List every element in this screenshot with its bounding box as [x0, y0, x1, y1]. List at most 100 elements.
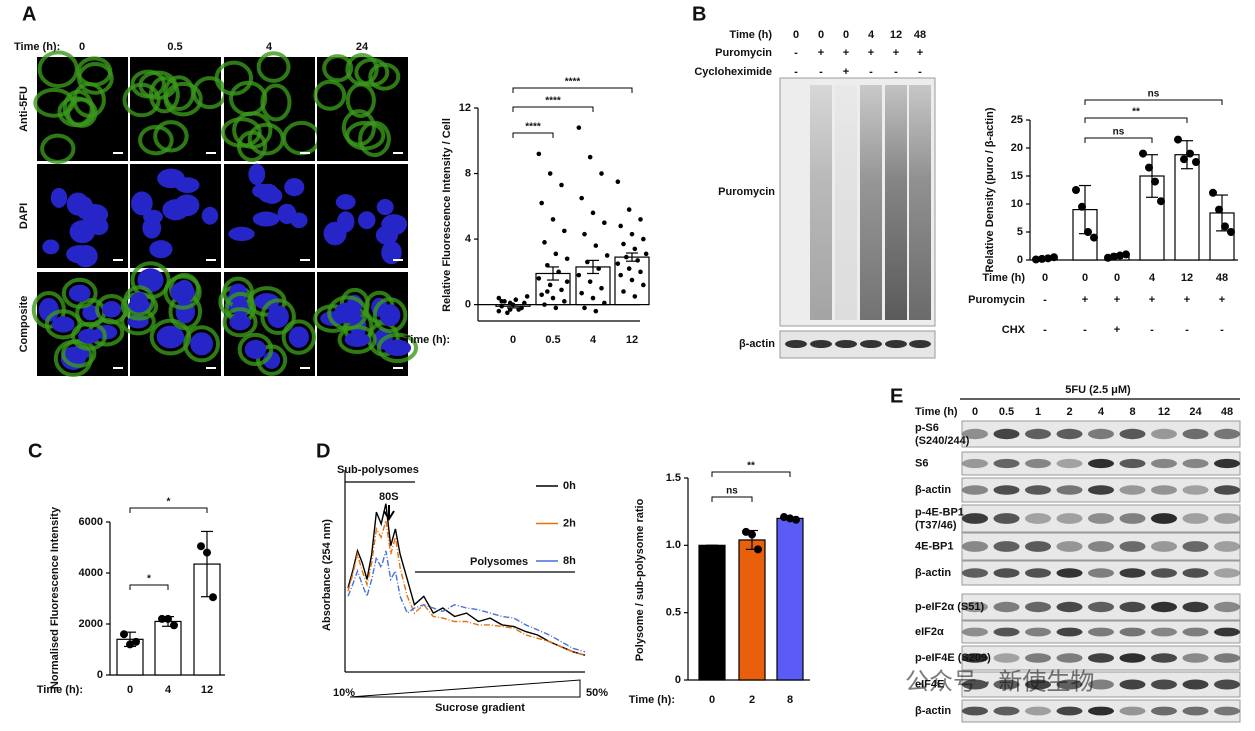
data-point [562, 228, 567, 234]
data-point [629, 231, 635, 237]
blot-band [1056, 458, 1083, 469]
blot-band [1119, 458, 1146, 469]
cell-cytoplasm [354, 57, 390, 87]
blot-band [1214, 458, 1240, 469]
data-point [126, 640, 134, 649]
data-point [748, 530, 756, 539]
annotation: 80S [379, 491, 399, 503]
cell-nucleus [68, 284, 91, 302]
arrow [383, 505, 395, 521]
blot-lane [810, 85, 832, 320]
data-point [576, 125, 582, 130]
cell-nucleus [175, 177, 200, 193]
significance-bracket [1084, 137, 1153, 143]
cell-nucleus [82, 304, 100, 321]
blot-band [1182, 513, 1209, 524]
lane-treatment: + [818, 47, 824, 59]
blot-band [1151, 653, 1177, 663]
blot-band [993, 513, 1020, 524]
data-point [1186, 149, 1194, 158]
data-point [593, 243, 599, 248]
blot-band [962, 541, 988, 552]
time-value: 4 [266, 41, 273, 53]
row-value: - [1083, 324, 1087, 336]
cell-nucleus [262, 187, 283, 204]
data-point [542, 302, 547, 307]
data-point [564, 256, 570, 262]
cell-cytoplasm [237, 332, 274, 367]
significance-bracket [711, 496, 753, 502]
time-value: 0 [79, 41, 85, 53]
data-point [587, 154, 593, 160]
cell-cytoplasm [138, 124, 174, 156]
x-tick-label: 0 [1042, 272, 1048, 284]
data-point [576, 272, 582, 278]
data-point [542, 240, 547, 245]
blot-band [1025, 458, 1051, 469]
data-point [1139, 149, 1147, 158]
data-point [507, 307, 513, 312]
blot-band [962, 679, 988, 690]
significance-bracket [711, 471, 791, 477]
significance-label: **** [525, 122, 541, 133]
blot-band [1025, 601, 1051, 613]
cell-cytoplasm [40, 133, 76, 164]
data-point [1110, 252, 1118, 261]
cell-nucleus [130, 292, 148, 310]
y-axis-label: Polysome / sub-polysome ratio [634, 498, 646, 661]
blot-band [909, 340, 931, 348]
data-point [1104, 253, 1112, 262]
lane-treatment: - [794, 47, 798, 59]
data-point [536, 276, 542, 281]
x-tick-label: 0 [1114, 272, 1120, 284]
blot-label: (S240/244) [915, 435, 970, 447]
data-point [590, 295, 596, 301]
lane-time: 48 [914, 29, 926, 41]
cell-nucleus [228, 226, 255, 242]
cell-nucleus [244, 339, 267, 360]
blot-band [1214, 627, 1240, 637]
y-tick-label: 0 [465, 299, 471, 311]
time-value: 24 [356, 41, 369, 53]
row-value: - [1150, 324, 1154, 336]
blot-band [1025, 513, 1051, 524]
data-point [539, 200, 544, 206]
treatment-label: Puromycin [715, 47, 772, 59]
significance-label: ** [1132, 107, 1140, 118]
cell-cytoplasm [322, 54, 354, 83]
data-point [496, 308, 502, 314]
x-tick-label: 0 [127, 684, 133, 696]
y-tick-label: 0 [675, 674, 681, 686]
blot-band [1056, 601, 1083, 613]
data-point [621, 241, 626, 247]
significance-bracket [1084, 99, 1223, 105]
lane-time: 2 [1066, 406, 1072, 418]
blot-label: β-actin [915, 567, 951, 579]
blot-band [1214, 706, 1240, 716]
bar [698, 544, 726, 681]
cell-nucleus [267, 305, 289, 329]
row-value: - [1043, 324, 1047, 336]
blot-band [962, 458, 988, 469]
blot-band [1119, 541, 1146, 552]
data-point [524, 294, 530, 299]
blot-lane [885, 85, 907, 320]
blot-label: (T37/46) [915, 519, 957, 531]
data-point [742, 527, 750, 536]
significance-label: **** [545, 96, 561, 107]
data-point [626, 207, 632, 212]
cell-cytoplasm [327, 295, 369, 331]
blot-band [962, 706, 988, 716]
data-point [587, 279, 593, 284]
blot-band [1088, 706, 1114, 716]
blot-lane [909, 85, 931, 320]
blot-band [1119, 428, 1146, 440]
blot-band [993, 627, 1020, 637]
cell-cytoplasm [163, 274, 202, 310]
data-point [579, 195, 584, 201]
blot-band [962, 601, 988, 613]
x-tick-label: 2 [749, 694, 755, 706]
blot-label: p-S6 [915, 422, 939, 434]
blot-band [1088, 458, 1114, 469]
